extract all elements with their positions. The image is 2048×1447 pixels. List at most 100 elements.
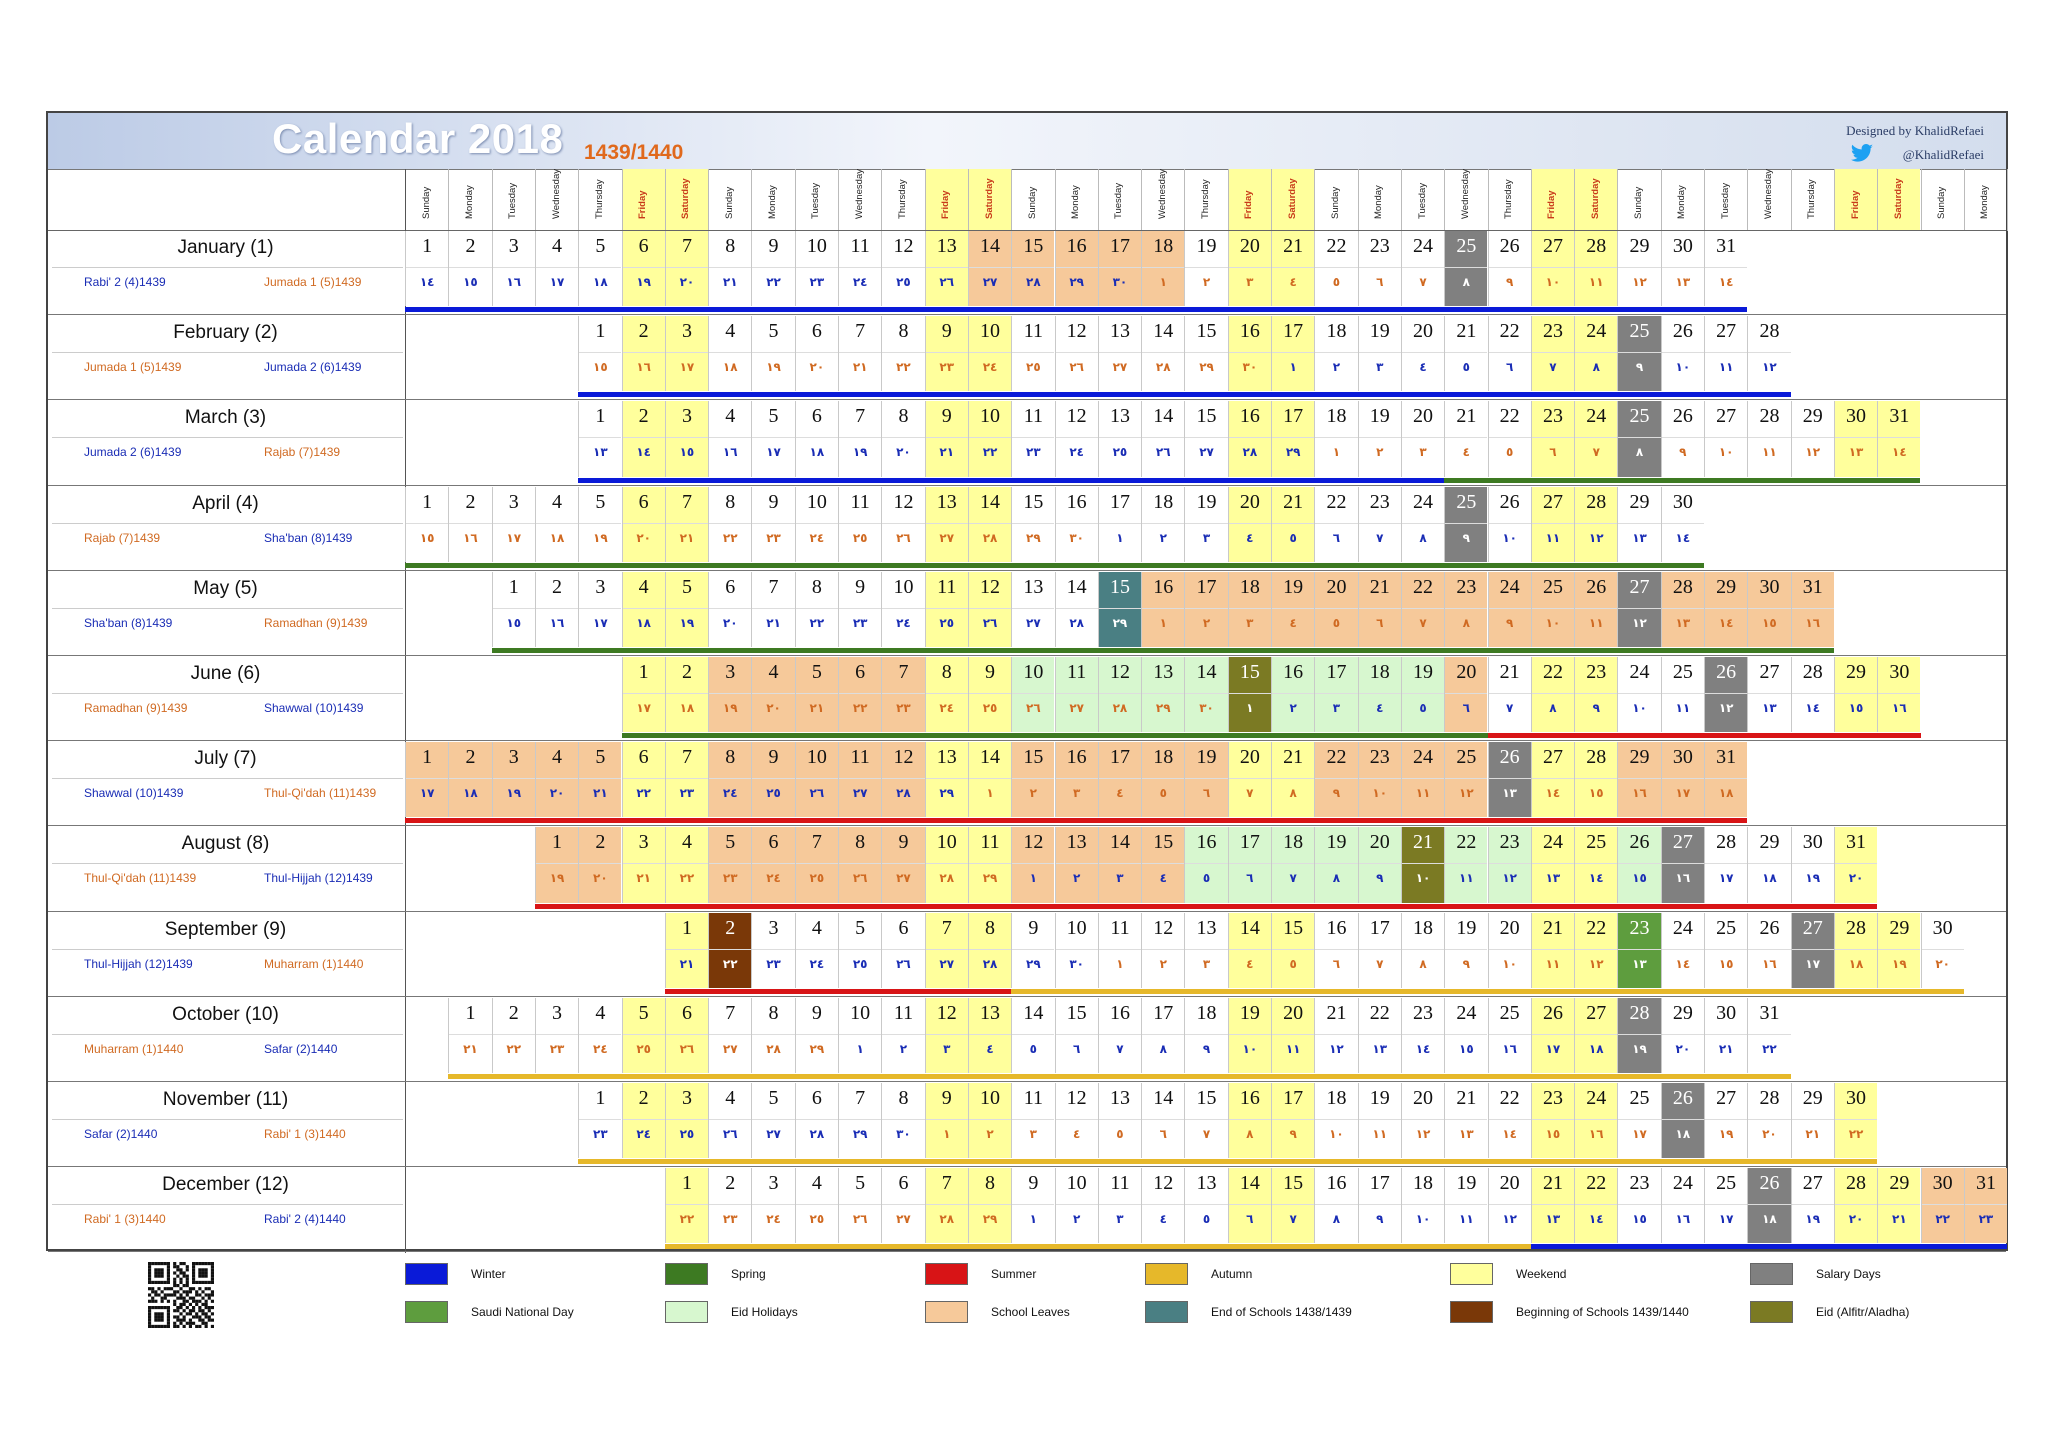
hijri-day: ١٥: [593, 360, 608, 375]
day-cell: 24 ٩: [1487, 571, 1531, 647]
hijri-day: ٢٩: [939, 786, 955, 801]
day-cell-divider: [709, 1033, 752, 1035]
hijri-day: ١٢: [1805, 445, 1821, 460]
day-cell-divider: [1358, 522, 1401, 524]
qr-module: [207, 1262, 211, 1266]
day-cell: 21 ٥: [1444, 316, 1488, 392]
hijri-day: ٢٢: [679, 1212, 695, 1227]
hijri-day: ١٠: [1632, 701, 1647, 715]
day-cell: 1 ١٥: [405, 486, 449, 562]
day-cell: 19 ٩: [1444, 912, 1488, 988]
day-cell-divider: [579, 522, 622, 524]
day-cell-divider: [1142, 1204, 1185, 1206]
day-cell-divider: [1142, 948, 1185, 950]
hijri-day: ٢٠: [809, 360, 825, 375]
day-cell-divider: [1315, 1033, 1358, 1035]
day-cell: 10 ٢: [1054, 1168, 1098, 1244]
qr-module: [176, 1265, 180, 1269]
day-cell: 3 ١٧: [664, 316, 709, 392]
hijri-day: ١٤: [636, 445, 651, 460]
day-cell-divider: [1575, 437, 1618, 439]
gregorian-day: 31: [1716, 746, 1737, 769]
gregorian-day: 13: [1196, 1172, 1217, 1195]
day-cell: 8 ٢٦: [838, 827, 882, 903]
month-separator: [48, 740, 2006, 742]
hijri-day: ٢٣: [679, 786, 695, 801]
weekday-label: Friday: [1243, 190, 1255, 219]
hijri-day: ٨: [1635, 445, 1644, 460]
day-cell-divider: [1834, 863, 1878, 865]
qr-module: [179, 1306, 183, 1310]
gregorian-day: 30: [1802, 831, 1823, 854]
month-separator: [48, 314, 2006, 316]
hijri-day: ٦: [1505, 360, 1514, 375]
qr-module: [166, 1324, 170, 1328]
gregorian-day: 3: [638, 831, 649, 854]
column-divider: [1660, 169, 1662, 231]
day-cell: 28 ١٣: [1660, 571, 1704, 647]
day-cell: 24 ١٦: [1574, 1083, 1618, 1159]
day-cell-divider: [1748, 1119, 1791, 1120]
hijri-day: ١: [986, 786, 994, 801]
qr-module: [166, 1299, 170, 1303]
day-cell: 22 ١٣: [1357, 997, 1401, 1073]
day-cell-divider: [709, 352, 752, 354]
hijri-day: ٩: [1679, 445, 1687, 460]
qr-module: [148, 1315, 152, 1319]
day-cell-divider: [795, 1033, 838, 1035]
day-cell-divider: [1142, 778, 1185, 780]
hijri-day: ١٥: [1588, 786, 1604, 801]
hijri-day: ٢٥: [1112, 445, 1128, 460]
season-bar: [664, 1244, 1531, 1250]
day-cell-divider: [665, 693, 709, 694]
gregorian-day: 14: [980, 490, 1001, 513]
gregorian-day: 3: [681, 320, 692, 343]
day-cell-divider: [1834, 437, 1878, 439]
hijri-day: ٧: [1246, 786, 1254, 801]
season-bar: [1487, 733, 1921, 739]
gregorian-day: 15: [1196, 320, 1217, 343]
qr-module: [176, 1268, 180, 1272]
day-cell: 9 ٢٩: [794, 997, 838, 1073]
day-cell: 11 ٢٤: [838, 231, 882, 307]
day-cell-divider: [1445, 437, 1488, 439]
hijri-day: ٢٠: [1935, 956, 1950, 971]
legend-swatch: [665, 1301, 708, 1323]
gregorian-day: 19: [1369, 405, 1390, 428]
day-cell-divider: [1618, 522, 1661, 524]
day-cell-divider: [925, 693, 968, 694]
gregorian-day: 29: [1802, 1087, 1823, 1109]
weekday-label: Sunday: [1329, 186, 1341, 219]
day-cell: 9 ٢٣: [924, 316, 968, 392]
hijri-day: ٦: [1072, 1041, 1081, 1056]
gregorian-day: 18: [1326, 320, 1347, 343]
hijri-day: ٣: [1376, 360, 1384, 375]
qr-module: [160, 1324, 164, 1328]
day-cell-divider: [752, 863, 795, 865]
qr-module: [185, 1277, 189, 1281]
gregorian-day: 15: [1066, 1001, 1087, 1024]
gregorian-day: 5: [768, 405, 779, 428]
gregorian-day: 13: [1066, 831, 1087, 854]
gregorian-day: 12: [1066, 320, 1087, 343]
day-cell-divider: [925, 1033, 968, 1035]
gregorian-day: 3: [595, 575, 606, 598]
gregorian-day: 30: [1889, 661, 1910, 683]
qr-module: [148, 1324, 152, 1328]
qr-module: [163, 1262, 167, 1266]
day-cell-divider: [1618, 1204, 1661, 1206]
weekday-label: Wednesday: [1156, 169, 1168, 219]
qr-module: [151, 1287, 155, 1291]
day-cell-divider: [1618, 1033, 1661, 1035]
day-cell: 30 ١٦: [1877, 657, 1921, 733]
weekday-label: Friday: [637, 190, 649, 219]
hijri-day: ٢١: [679, 956, 695, 971]
day-cell: 5 ١٩: [578, 486, 622, 562]
day-cell: 30 ٢١: [1704, 997, 1748, 1073]
qr-module: [148, 1274, 152, 1278]
weekday-label: Tuesday: [810, 182, 822, 219]
hijri-day: ٧: [1592, 445, 1600, 460]
day-cell-divider: [1401, 522, 1445, 524]
day-cell-divider: [1012, 352, 1055, 354]
qr-module: [166, 1315, 170, 1319]
